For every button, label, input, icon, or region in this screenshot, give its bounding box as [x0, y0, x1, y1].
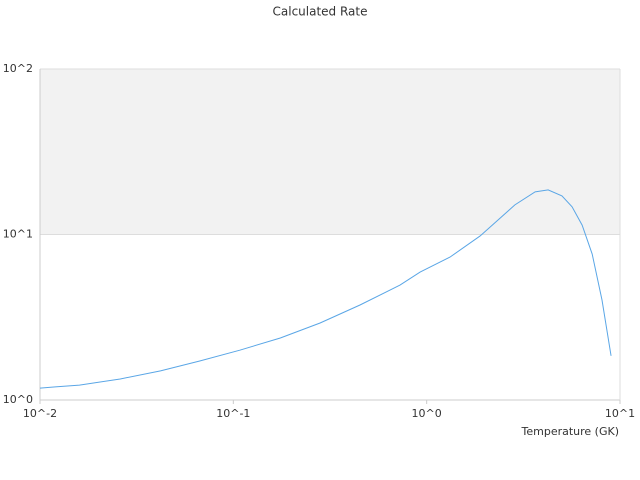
- x-tick-label: 10^1: [605, 407, 635, 420]
- x-tick-label: 10^-2: [23, 407, 57, 420]
- plot-band: [40, 69, 620, 235]
- x-axis-label: Temperature (GK): [521, 425, 620, 438]
- line-series: [39, 189, 612, 389]
- y-tick-label: 10^0: [3, 393, 33, 406]
- chart-title: Calculated Rate: [273, 5, 368, 19]
- x-tick-label: 10^0: [412, 407, 442, 420]
- x-tick-label: 10^-1: [216, 407, 250, 420]
- y-tick-label: 10^2: [3, 62, 33, 75]
- y-tick-label: 10^1: [3, 228, 33, 241]
